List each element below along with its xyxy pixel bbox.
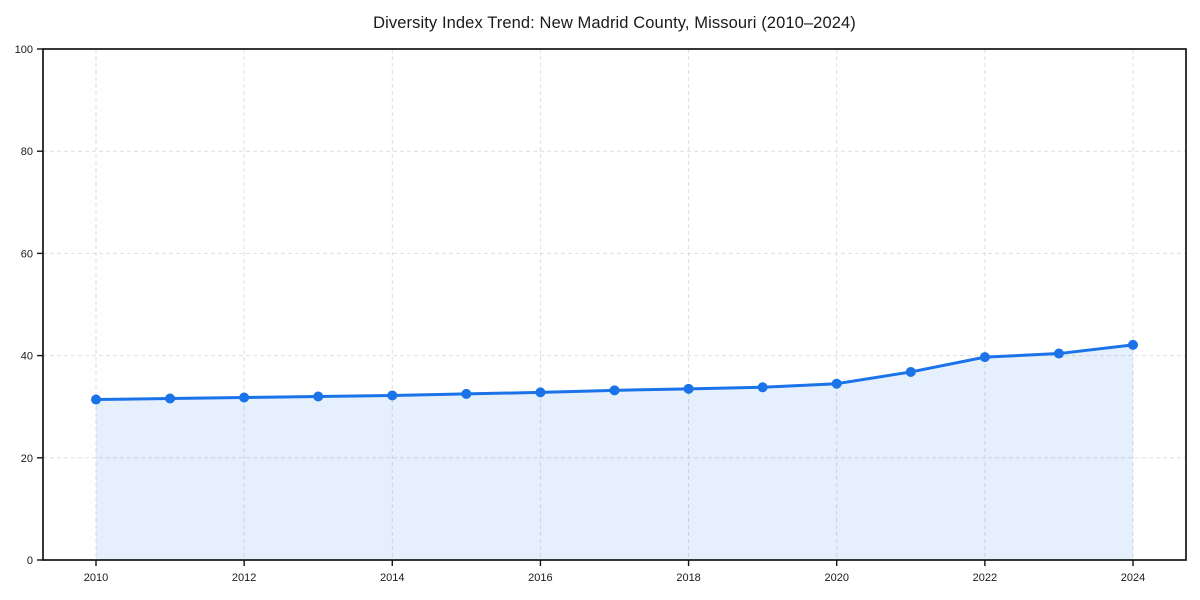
- x-tick-label: 2022: [973, 572, 997, 584]
- x-tick-label: 2020: [824, 572, 848, 584]
- data-point: [979, 352, 990, 363]
- data-point: [165, 393, 176, 404]
- data-point: [757, 382, 768, 393]
- x-tick-label: 2014: [380, 572, 404, 584]
- x-tick-label: 2018: [676, 572, 700, 584]
- data-point: [91, 394, 101, 405]
- y-tick-label: 80: [21, 146, 33, 158]
- y-tick-label: 60: [21, 248, 33, 260]
- data-point: [239, 392, 250, 403]
- data-point: [831, 378, 842, 389]
- plot-border: [42, 48, 1187, 561]
- data-point: [387, 390, 398, 401]
- data-point: [1053, 348, 1064, 359]
- data-point: [461, 388, 472, 399]
- y-tick-label: 100: [15, 44, 33, 56]
- data-point: [1128, 339, 1138, 350]
- x-tick-label: 2010: [84, 572, 108, 584]
- data-point: [313, 391, 324, 402]
- data-point: [683, 383, 694, 394]
- x-tick-label: 2012: [232, 572, 256, 584]
- y-tick-label: 20: [21, 453, 33, 465]
- area-fill: [96, 344, 1133, 560]
- x-tick-label: 2016: [528, 572, 552, 584]
- chart-title: Diversity Index Trend: New Madrid County…: [373, 14, 856, 32]
- data-point: [905, 366, 916, 377]
- data-point: [535, 387, 546, 398]
- y-tick-label: 0: [27, 555, 33, 567]
- data-point: [609, 385, 620, 396]
- y-tick-label: 40: [21, 351, 33, 363]
- x-tick-label: 2024: [1121, 572, 1145, 584]
